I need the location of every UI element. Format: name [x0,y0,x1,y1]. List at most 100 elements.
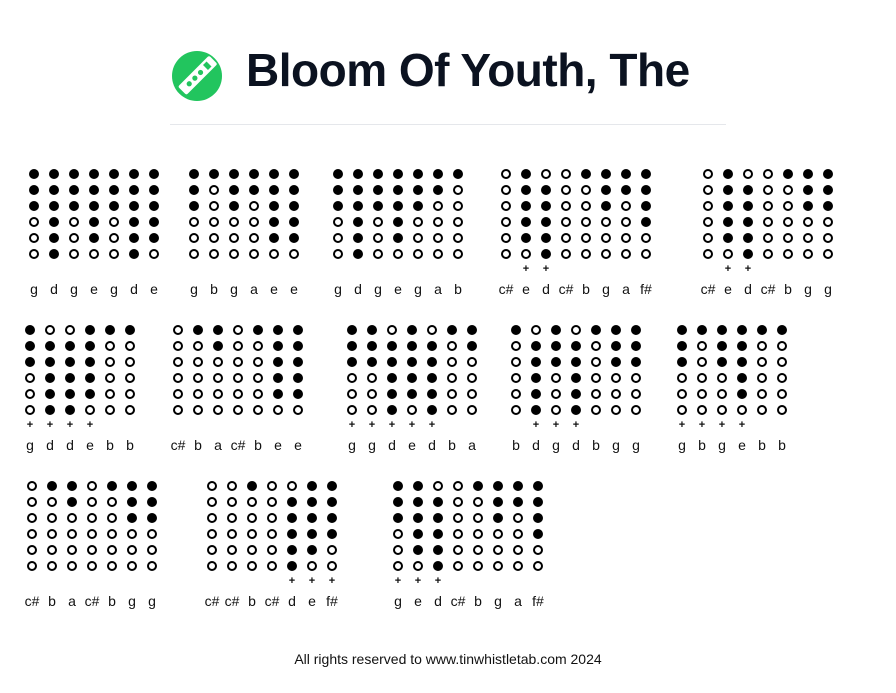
open-hole-icon [213,405,223,415]
open-hole-icon [581,201,591,211]
closed-hole-icon [125,325,135,335]
open-hole-icon [501,217,511,227]
closed-hole-icon [327,481,337,491]
note-label: d [434,593,442,609]
note-label: c# [558,281,574,297]
closed-hole-icon [213,325,223,335]
open-hole-icon [453,217,463,227]
open-hole-icon [45,325,55,335]
note-label: e [394,281,402,297]
closed-hole-icon [327,513,337,523]
open-hole-icon [757,357,767,367]
closed-hole-icon [803,185,813,195]
closed-hole-icon [387,389,397,399]
open-hole-icon [631,405,641,415]
open-hole-icon [777,357,787,367]
note-column: b [204,166,224,298]
open-hole-icon [247,529,257,539]
open-hole-icon [147,561,157,571]
closed-hole-icon [493,513,503,523]
closed-hole-icon [67,481,77,491]
closed-hole-icon [353,169,363,179]
open-hole-icon [125,373,135,383]
closed-hole-icon [127,497,137,507]
note-label: c# [204,593,220,609]
open-hole-icon [107,529,117,539]
closed-hole-icon [467,341,477,351]
closed-hole-icon [413,545,423,555]
open-hole-icon [493,529,503,539]
note-column: g [368,166,388,298]
octave-marker: + [744,263,752,275]
closed-hole-icon [407,389,417,399]
open-hole-icon [717,373,727,383]
closed-hole-icon [47,481,57,491]
octave-marker: + [394,575,402,587]
octave-marker: + [66,419,74,431]
open-hole-icon [149,249,159,259]
open-hole-icon [501,201,511,211]
open-hole-icon [473,497,483,507]
open-hole-icon [227,497,237,507]
note-label: a [214,437,222,453]
closed-hole-icon [25,357,35,367]
note-label: b [784,281,792,297]
open-hole-icon [641,233,651,243]
closed-hole-icon [521,233,531,243]
note-column: + g [672,322,692,454]
open-hole-icon [229,217,239,227]
open-hole-icon [233,389,243,399]
open-hole-icon [267,529,277,539]
open-hole-icon [207,513,217,523]
closed-hole-icon [393,513,403,523]
note-column: g [488,478,508,610]
note-column: b [242,478,262,610]
closed-hole-icon [247,481,257,491]
open-hole-icon [803,217,813,227]
open-hole-icon [173,389,183,399]
note-column: b [188,322,208,454]
open-hole-icon [253,341,263,351]
closed-hole-icon [269,217,279,227]
closed-hole-icon [601,201,611,211]
open-hole-icon [249,233,259,243]
note-label: b [254,437,262,453]
closed-hole-icon [293,357,303,367]
closed-hole-icon [85,325,95,335]
octave-marker: + [388,419,396,431]
note-column: + d [382,322,402,454]
open-hole-icon [757,373,767,383]
note-label: b [126,437,134,453]
open-hole-icon [473,529,483,539]
note-label: e [270,281,278,297]
closed-hole-icon [287,513,297,523]
note-column: + e [80,322,100,454]
open-hole-icon [591,341,601,351]
open-hole-icon [367,405,377,415]
open-hole-icon [453,185,463,195]
open-hole-icon [427,325,437,335]
open-hole-icon [433,481,443,491]
note-column: b [120,322,140,454]
closed-hole-icon [427,341,437,351]
note-label: c# [760,281,776,297]
note-label: b [592,437,600,453]
note-label: g [128,593,136,609]
open-hole-icon [561,169,571,179]
note-column: + g [388,478,408,610]
closed-hole-icon [85,389,95,399]
open-hole-icon [561,185,571,195]
closed-hole-icon [289,233,299,243]
open-hole-icon [453,201,463,211]
closed-hole-icon [641,169,651,179]
closed-hole-icon [189,169,199,179]
open-hole-icon [233,357,243,367]
note-label: e [414,593,422,609]
open-hole-icon [533,561,543,571]
closed-hole-icon [531,389,541,399]
open-hole-icon [453,497,463,507]
closed-hole-icon [393,201,403,211]
open-hole-icon [333,217,343,227]
open-hole-icon [611,373,621,383]
